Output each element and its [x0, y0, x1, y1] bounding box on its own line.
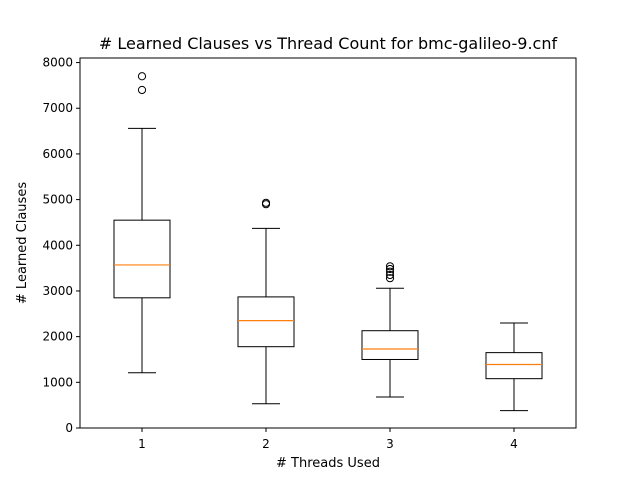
y-tick-label: 0 — [65, 421, 73, 435]
x-tick-label: 2 — [262, 437, 270, 451]
chart-title: # Learned Clauses vs Thread Count for bm… — [99, 34, 558, 53]
iqr-box — [113, 219, 171, 299]
plot-frame — [79, 57, 577, 429]
outlier-point — [385, 274, 395, 283]
y-tick-label: 6000 — [42, 147, 73, 161]
plot-marks: 0 1000 2000 3000 4000 5000 6000 7000 8000 1 2 3 4 — [42, 56, 543, 451]
outlier-point — [137, 72, 147, 81]
iqr-box — [485, 352, 543, 380]
iqr-box — [361, 330, 419, 360]
y-tick-label: 2000 — [42, 330, 73, 344]
y-axis-label: # Learned Clauses — [15, 182, 30, 304]
x-tick-label: 1 — [138, 437, 146, 451]
outlier-point — [137, 85, 147, 95]
iqr-box — [237, 296, 295, 348]
outlier-point — [385, 270, 395, 280]
y-tick-label: 3000 — [42, 284, 73, 298]
outlier-point — [385, 267, 395, 276]
y-tick-label: 4000 — [42, 238, 73, 252]
outlier-point — [261, 198, 271, 207]
outlier-point — [385, 262, 395, 271]
outlier-point — [385, 264, 395, 274]
y-tick-label: 8000 — [42, 56, 73, 70]
y-tick-label: 1000 — [42, 375, 73, 389]
x-tick-label: 3 — [386, 437, 394, 451]
y-tick-label: 7000 — [42, 101, 73, 115]
x-tick-label: 4 — [510, 437, 518, 451]
x-axis-label: # Threads Used — [276, 456, 380, 471]
y-tick-label: 5000 — [42, 193, 73, 207]
